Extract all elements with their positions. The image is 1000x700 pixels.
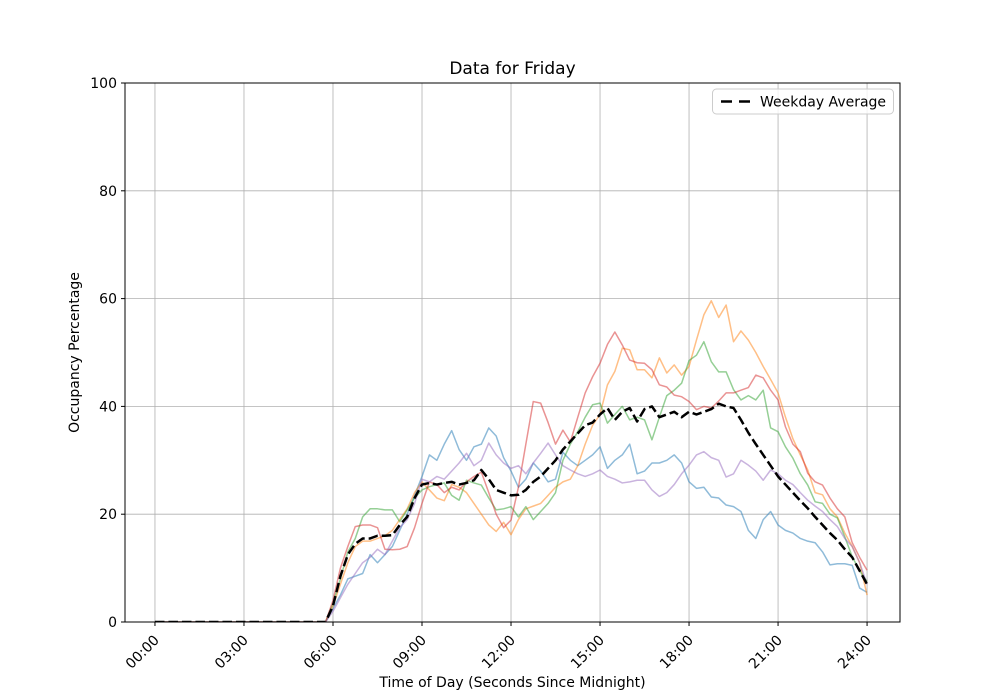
x-tick-label: 03:00 [212,633,252,673]
y-tick-label: 60 [99,292,117,308]
average-line [154,402,869,622]
x-tick-label: 21:00 [746,633,786,673]
y-axis-label: Occupancy Percentage [67,272,83,433]
x-tick-label: 06:00 [301,633,341,673]
x-tick-labels: 00:00 03:00 06:00 09:00 12:00 15:00 18:00 21:00… [123,633,875,673]
plot-border [124,82,901,623]
day-line [154,442,868,622]
day-line [154,340,868,622]
x-tick-label: 18:00 [657,633,697,673]
x-tick-label: 09:00 [390,633,430,673]
chart-title: Data for Friday [449,59,575,79]
day-line [154,427,868,622]
day-line [154,331,868,622]
y-tick-label: 100 [90,76,117,92]
x-tick-label: 12:00 [479,633,519,673]
legend-label: Weekday Average [760,95,886,111]
y-tick-label: 20 [99,507,117,523]
y-tick-label: 40 [99,399,117,415]
legend: Weekday Average [712,88,894,115]
x-tick-label: 00:00 [123,633,163,673]
x-tick-label: 15:00 [568,633,608,673]
y-tick-label: 80 [99,184,117,200]
grid-lines [125,82,900,623]
y-tick-label: 0 [108,615,117,631]
data-series [154,300,869,622]
day-line [154,300,868,622]
y-tick-labels: 0 20 40 60 80 100 [90,76,117,631]
x-axis-label: Time of Day (Seconds Since Midnight) [378,675,645,691]
legend-box [712,88,894,115]
x-tick-label: 24:00 [835,633,875,673]
axis-ticks [121,82,868,626]
